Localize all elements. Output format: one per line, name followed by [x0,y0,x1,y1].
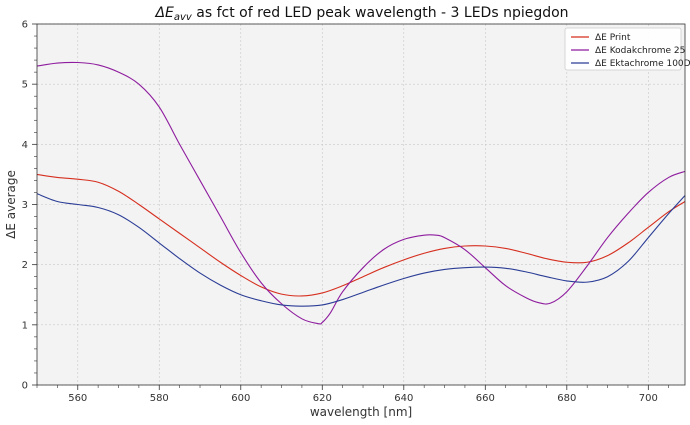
ticks: 560 580 600 620 640 660 680 700 0 1 2 3 4 5 6 [22,20,669,404]
y-axis-label: ΔE average [4,170,18,239]
x-tick-label: 620 [313,393,332,404]
x-tick-label: 680 [557,393,576,404]
legend-label: ΔE Ektachrome 100D [595,59,690,69]
x-tick-label: 580 [150,393,169,404]
y-tick-label: 3 [22,200,28,211]
y-tick-label: 0 [22,381,28,392]
legend-label: ΔE Print [595,33,631,43]
x-tick-label: 640 [394,393,413,404]
legend: ΔE Print ΔE Kodakchrome 25 ΔE Ektachrome 1… [564,27,690,71]
chart-title: ΔEavv as fct of red LED peak wavelength … [154,5,568,23]
y-tick-label: 1 [22,320,28,331]
legend-box [564,27,682,71]
y-tick-label: 2 [22,260,28,271]
x-tick-label: 700 [639,393,658,404]
x-tick-label: 560 [68,393,87,404]
y-tick-label: 4 [22,140,28,151]
series-line-2 [36,193,686,307]
series-line-1 [36,61,686,325]
x-axis-label: wavelength [nm] [310,405,412,419]
y-tick-label: 6 [22,20,28,31]
legend-label: ΔE Kodakchrome 25 [595,46,685,56]
x-tick-label: 660 [476,393,495,404]
y-tick-label: 5 [22,80,28,91]
series-line-0 [36,173,686,297]
x-tick-label: 600 [231,393,250,404]
series-layer [36,61,686,325]
